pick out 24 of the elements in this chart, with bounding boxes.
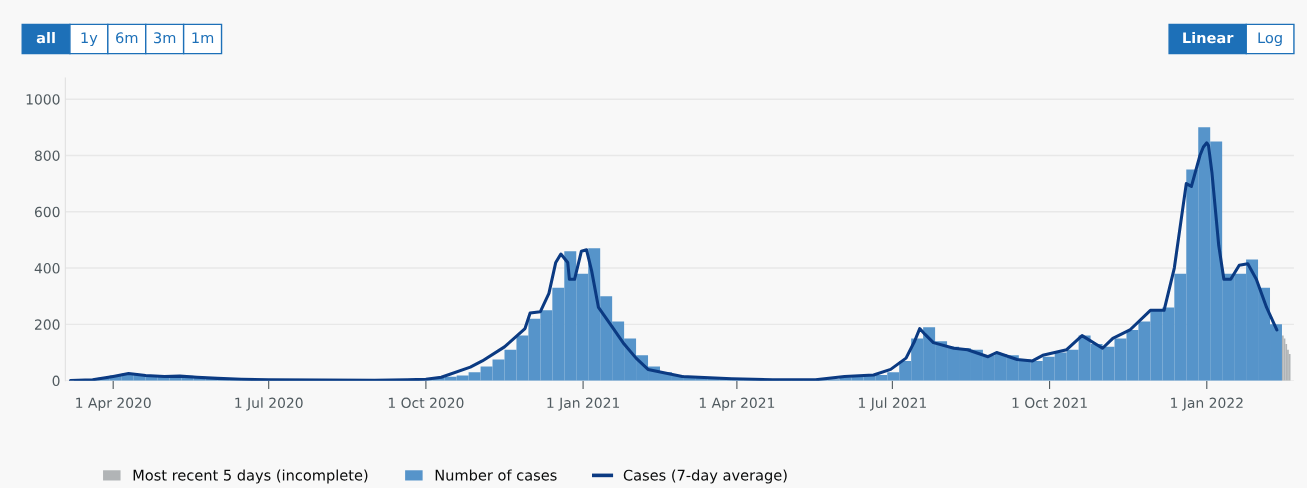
x-tick-label: 1 Oct 2020 <box>388 397 464 409</box>
x-tick-label: 1 Apr 2021 <box>699 397 775 411</box>
text: 6m <box>116 32 138 44</box>
y-tick-label: 1000 <box>26 94 60 105</box>
x-tick-label: 1 Oct 2021 <box>1012 397 1087 409</box>
y-tick-label: 200 <box>35 319 60 330</box>
text: Log <box>1258 32 1282 47</box>
text: 3m <box>154 32 176 44</box>
y-tick-label: 0 <box>52 375 60 387</box>
y-tick-label: 600 <box>34 206 60 218</box>
y-tick-label: 800 <box>34 150 60 161</box>
x-tick-label: 1 Jul 2020 <box>235 397 303 411</box>
text: 1m <box>192 32 214 44</box>
legend-label: Number of cases <box>435 469 557 481</box>
y-tick-label: 400 <box>34 263 60 274</box>
x-tick-label: 1 Jan 2022 <box>1171 397 1243 411</box>
text: 1y <box>81 32 98 47</box>
text: Linear <box>1183 31 1234 44</box>
legend-label: Cases (7-day average) <box>623 469 787 484</box>
x-tick-label: 1 Jul 2021 <box>859 397 926 411</box>
legend-label: Most recent 5 days (incomplete) <box>133 469 368 484</box>
text: all <box>36 31 55 44</box>
x-tick-label: 1 Jan 2021 <box>547 397 620 411</box>
x-tick-label: 1 Apr 2020 <box>76 397 151 411</box>
